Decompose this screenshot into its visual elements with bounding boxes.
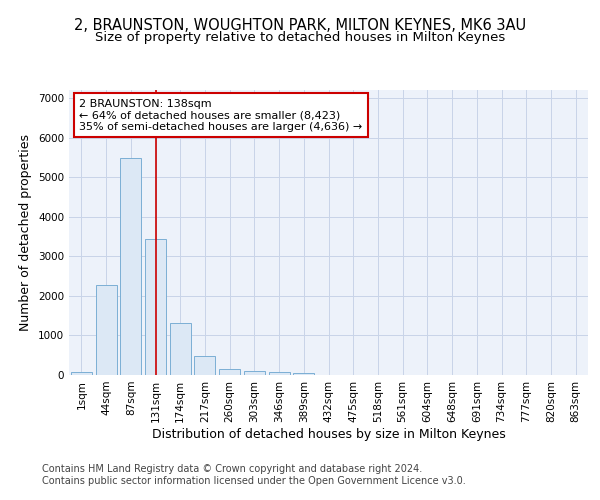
Bar bbox=[269, 372, 290, 375]
Text: 2 BRAUNSTON: 138sqm
← 64% of detached houses are smaller (8,423)
35% of semi-det: 2 BRAUNSTON: 138sqm ← 64% of detached ho… bbox=[79, 98, 362, 132]
Text: Size of property relative to detached houses in Milton Keynes: Size of property relative to detached ho… bbox=[95, 31, 505, 44]
Bar bbox=[145, 239, 166, 375]
Text: Contains public sector information licensed under the Open Government Licence v3: Contains public sector information licen… bbox=[42, 476, 466, 486]
Bar bbox=[244, 372, 265, 375]
Bar bbox=[219, 369, 240, 375]
Bar bbox=[71, 372, 92, 375]
Text: Contains HM Land Registry data © Crown copyright and database right 2024.: Contains HM Land Registry data © Crown c… bbox=[42, 464, 422, 474]
Bar bbox=[170, 323, 191, 375]
Text: 2, BRAUNSTON, WOUGHTON PARK, MILTON KEYNES, MK6 3AU: 2, BRAUNSTON, WOUGHTON PARK, MILTON KEYN… bbox=[74, 18, 526, 32]
Bar bbox=[95, 285, 116, 375]
X-axis label: Distribution of detached houses by size in Milton Keynes: Distribution of detached houses by size … bbox=[152, 428, 505, 440]
Bar bbox=[120, 158, 141, 375]
Bar bbox=[194, 356, 215, 375]
Bar bbox=[293, 374, 314, 375]
Y-axis label: Number of detached properties: Number of detached properties bbox=[19, 134, 32, 331]
